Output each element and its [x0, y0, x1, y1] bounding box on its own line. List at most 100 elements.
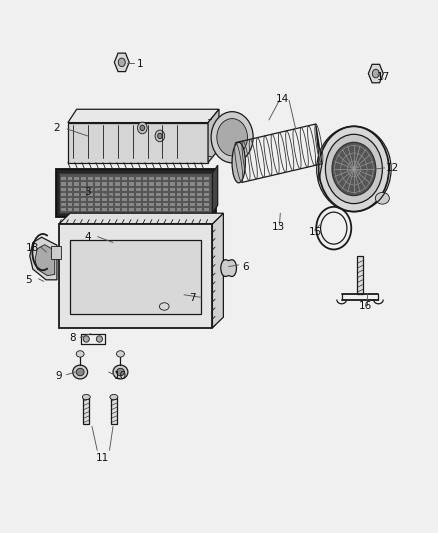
Bar — [129, 203, 134, 206]
Bar — [56, 169, 216, 217]
Ellipse shape — [113, 365, 128, 379]
Bar — [61, 188, 66, 191]
Circle shape — [372, 69, 379, 78]
Bar — [102, 188, 106, 191]
Bar — [74, 182, 79, 185]
Polygon shape — [68, 123, 208, 163]
Bar — [61, 203, 66, 206]
Bar — [197, 182, 202, 185]
Bar — [163, 182, 168, 185]
Bar — [88, 177, 93, 181]
Ellipse shape — [73, 365, 88, 379]
Text: 18: 18 — [26, 243, 39, 253]
Bar — [143, 198, 147, 201]
Bar — [143, 182, 147, 185]
Bar — [61, 177, 66, 181]
Bar — [88, 193, 93, 196]
Text: 4: 4 — [84, 232, 91, 242]
Bar — [74, 198, 79, 201]
Text: 10: 10 — [114, 371, 127, 381]
Bar — [184, 182, 188, 185]
Bar — [109, 193, 113, 196]
Bar — [95, 193, 100, 196]
Bar — [68, 188, 72, 191]
Bar — [129, 193, 134, 196]
Bar — [102, 208, 106, 211]
Bar — [156, 203, 161, 206]
Text: 6: 6 — [242, 262, 249, 271]
Bar — [68, 193, 72, 196]
Circle shape — [319, 126, 389, 212]
Bar — [143, 188, 147, 191]
Bar — [68, 182, 72, 185]
Text: 12: 12 — [385, 163, 399, 173]
Circle shape — [138, 122, 147, 134]
Bar — [129, 188, 134, 191]
Bar — [102, 203, 106, 206]
Bar — [88, 203, 93, 206]
Text: 5: 5 — [25, 275, 32, 285]
Ellipse shape — [76, 351, 84, 357]
Bar — [197, 177, 202, 181]
Bar — [170, 208, 175, 211]
Bar — [68, 208, 72, 211]
Ellipse shape — [83, 336, 89, 342]
Bar — [81, 182, 86, 185]
Bar — [74, 177, 79, 181]
Bar — [122, 188, 127, 191]
Bar — [74, 203, 79, 206]
Bar — [81, 198, 86, 201]
Circle shape — [155, 130, 165, 142]
Bar — [177, 177, 181, 181]
Bar — [129, 182, 134, 185]
Polygon shape — [212, 165, 218, 213]
Bar — [102, 198, 106, 201]
Polygon shape — [221, 260, 237, 277]
Bar — [136, 198, 141, 201]
Bar — [115, 177, 120, 181]
Bar — [149, 193, 154, 196]
Text: 11: 11 — [96, 454, 110, 463]
Bar — [190, 198, 195, 201]
Circle shape — [211, 112, 253, 163]
Bar — [74, 193, 79, 196]
Bar — [115, 208, 120, 211]
Ellipse shape — [82, 394, 90, 400]
Bar — [357, 256, 363, 294]
Bar — [109, 198, 113, 201]
Bar — [190, 182, 195, 185]
Bar — [149, 198, 154, 201]
Bar — [184, 188, 188, 191]
Bar — [163, 188, 168, 191]
Text: 17: 17 — [377, 72, 390, 82]
Bar — [170, 198, 175, 201]
Bar — [122, 198, 127, 201]
Bar — [170, 203, 175, 206]
Bar — [170, 193, 175, 196]
Bar — [197, 193, 202, 196]
Bar — [59, 173, 212, 213]
Bar — [81, 188, 86, 191]
Bar — [109, 188, 113, 191]
Bar — [68, 198, 72, 201]
Bar — [95, 177, 100, 181]
Bar — [197, 208, 202, 211]
Bar — [68, 203, 72, 206]
Bar — [122, 177, 127, 181]
Bar — [122, 208, 127, 211]
Bar — [109, 177, 113, 181]
Bar — [177, 193, 181, 196]
Ellipse shape — [375, 192, 389, 204]
Text: 7: 7 — [189, 294, 196, 303]
Polygon shape — [68, 109, 219, 123]
Bar — [129, 177, 134, 181]
Bar — [204, 203, 208, 206]
Bar — [156, 193, 161, 196]
Ellipse shape — [76, 368, 84, 376]
Bar — [122, 182, 127, 185]
Polygon shape — [35, 245, 55, 276]
Polygon shape — [368, 64, 383, 83]
Bar — [143, 177, 147, 181]
Bar — [204, 208, 208, 211]
Polygon shape — [212, 213, 223, 328]
